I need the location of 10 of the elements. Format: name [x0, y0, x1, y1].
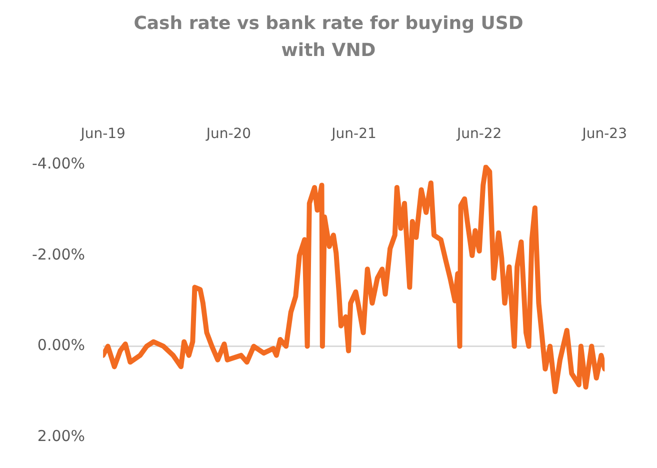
x-tick-label: Jun-21 [330, 126, 376, 142]
y-tick-label: 2.00% [37, 426, 86, 445]
y-tick-label: -2.00% [32, 245, 86, 264]
y-tick-label: -4.00% [32, 154, 86, 173]
y-tick-label: 0.00% [37, 336, 86, 354]
x-tick-label: Jun-20 [205, 126, 252, 142]
chart-title: Cash rate vs bank rate for buying USD with VND [132, 12, 524, 63]
x-tick-label: Jun-19 [80, 126, 126, 142]
x-tick-label: Jun-22 [456, 126, 502, 142]
x-tick-label: Jun-23 [581, 126, 628, 142]
